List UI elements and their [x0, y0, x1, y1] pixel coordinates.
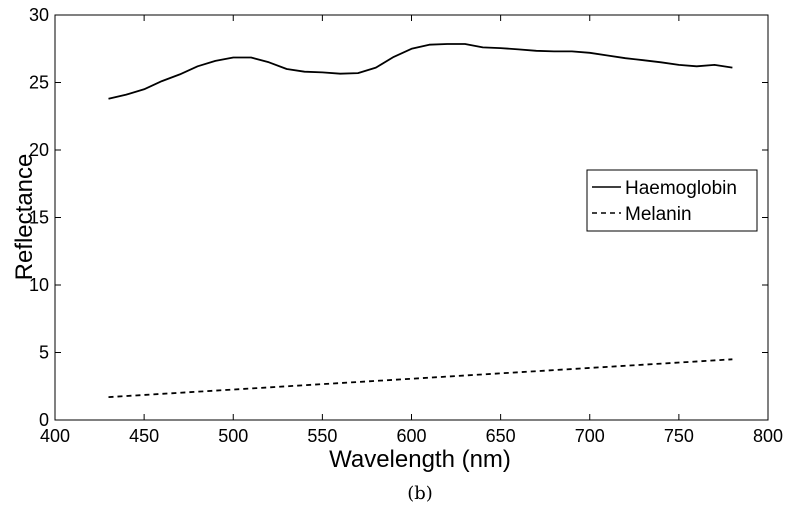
x-tick-label: 500	[218, 426, 248, 446]
x-tick-label: 650	[486, 426, 516, 446]
y-axis-label: Reflectance	[11, 154, 38, 281]
x-axis-label: Wavelength (nm)	[329, 446, 511, 473]
legend-label-haemoglobin: Haemoglobin	[625, 178, 737, 199]
legend-label-melanin: Melanin	[625, 204, 692, 225]
x-tick-label: 600	[396, 426, 426, 446]
y-tick-label: 5	[39, 343, 49, 363]
legend: Haemoglobin Melanin	[586, 169, 758, 232]
x-tick-label: 400	[40, 426, 70, 446]
x-tick-label: 800	[753, 426, 783, 446]
figure-caption: (b)	[407, 483, 433, 504]
legend-box	[586, 169, 758, 232]
y-tick-label: 25	[29, 73, 49, 93]
x-tick-label: 550	[307, 426, 337, 446]
y-tick-label: 0	[39, 410, 49, 430]
series-line-haemoglobin	[108, 43, 733, 100]
y-tick-label: 20	[29, 140, 49, 160]
y-tick-label: 10	[29, 275, 49, 295]
x-tick-label: 750	[664, 426, 694, 446]
series-line-melanin	[108, 358, 733, 398]
x-tick-label: 700	[575, 426, 605, 446]
y-tick-label: 15	[29, 208, 49, 228]
axis-ticks: 400 450 500 550 600 650 700 750 800 0 5 10 15 20 25 30	[29, 5, 783, 446]
x-tick-label: 450	[129, 426, 159, 446]
series-lines	[108, 43, 733, 398]
y-tick-label: 30	[29, 5, 49, 25]
